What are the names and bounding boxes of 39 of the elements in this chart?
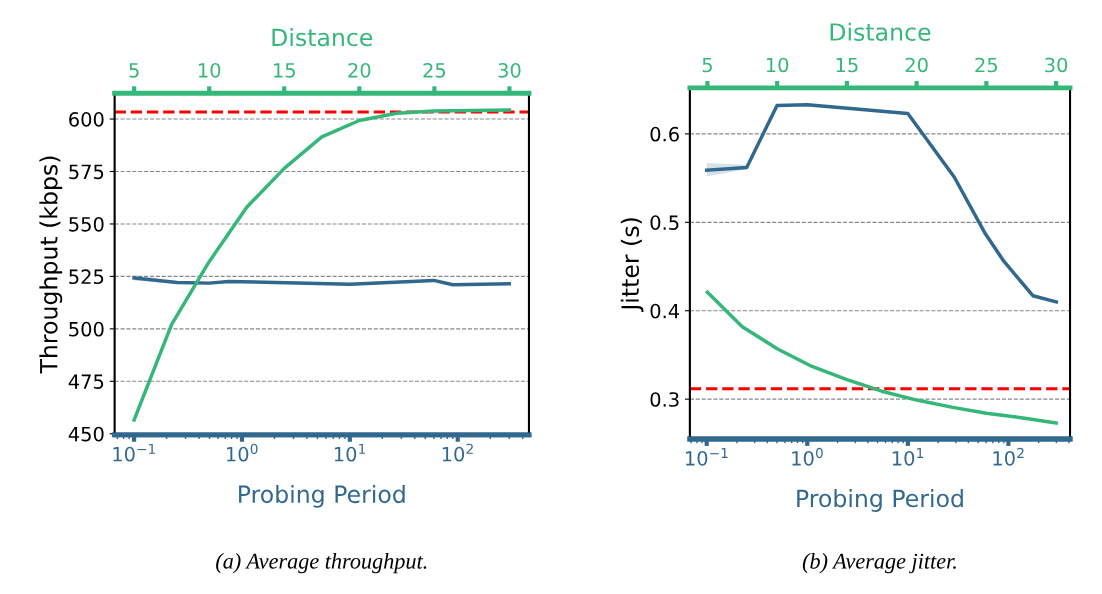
- x-tick-label: 10$^{−1}$: [685, 448, 728, 466]
- x2-tick-label: 10: [766, 57, 789, 73]
- x-tick-label: 10$^{2}$: [442, 443, 473, 462]
- x2-axis-title: Distance: [272, 28, 373, 47]
- x2-tick-label: 5: [702, 57, 712, 73]
- x2-tick-label: 20: [905, 57, 928, 73]
- x2-tick-label: 20: [348, 62, 371, 78]
- x2-tick-label: 25: [423, 62, 446, 78]
- y-tick-label: 525: [69, 269, 104, 285]
- x-tick-label: 10$^{2}$: [993, 447, 1024, 466]
- x2-tick-label: 15: [274, 63, 295, 78]
- y-tick-label: 550: [69, 216, 104, 232]
- y-axis-title: Jitter (s): [620, 218, 644, 312]
- y-tick-label: 0.4: [650, 303, 680, 319]
- y-tick-label: 475: [68, 374, 104, 389]
- x2-tick-label: 30: [1045, 57, 1068, 73]
- y-tick-label: 575: [69, 164, 104, 180]
- x2-tick-label: 10: [198, 62, 221, 78]
- x-tick-label: 10$^{1}$: [334, 443, 366, 462]
- x2-tick-label: 25: [975, 57, 998, 73]
- text: (b) Average jitter.: [802, 553, 956, 574]
- x2-tick-label: 15: [836, 57, 858, 73]
- x-tick-label: 10$^{−1}$: [113, 443, 155, 462]
- x-tick-label: 10$^{1}$: [892, 448, 924, 466]
- x2-axis-title: Distance: [830, 22, 931, 41]
- y-tick-label: 450: [68, 426, 104, 442]
- x2-tick-label: 30: [498, 62, 521, 78]
- y-tick-label: 600: [69, 112, 104, 127]
- y-tick-label: 0.5: [650, 215, 679, 230]
- x-tick-label: 10$^{0}$: [227, 443, 258, 462]
- y-tick-label: 0.6: [650, 126, 679, 142]
- y-tick-label: 500: [69, 321, 104, 337]
- text: (a) Average throughput.: [216, 553, 427, 574]
- x-tick-label: 10$^{0}$: [792, 447, 823, 466]
- y-axis-title: Throughput (kbps): [39, 156, 63, 374]
- x2-tick-label: 5: [129, 63, 139, 78]
- x-axis-title: Probing Period: [239, 484, 405, 508]
- y-tick-label: 0.3: [650, 392, 679, 407]
- x-axis-title: Probing Period: [797, 489, 963, 512]
